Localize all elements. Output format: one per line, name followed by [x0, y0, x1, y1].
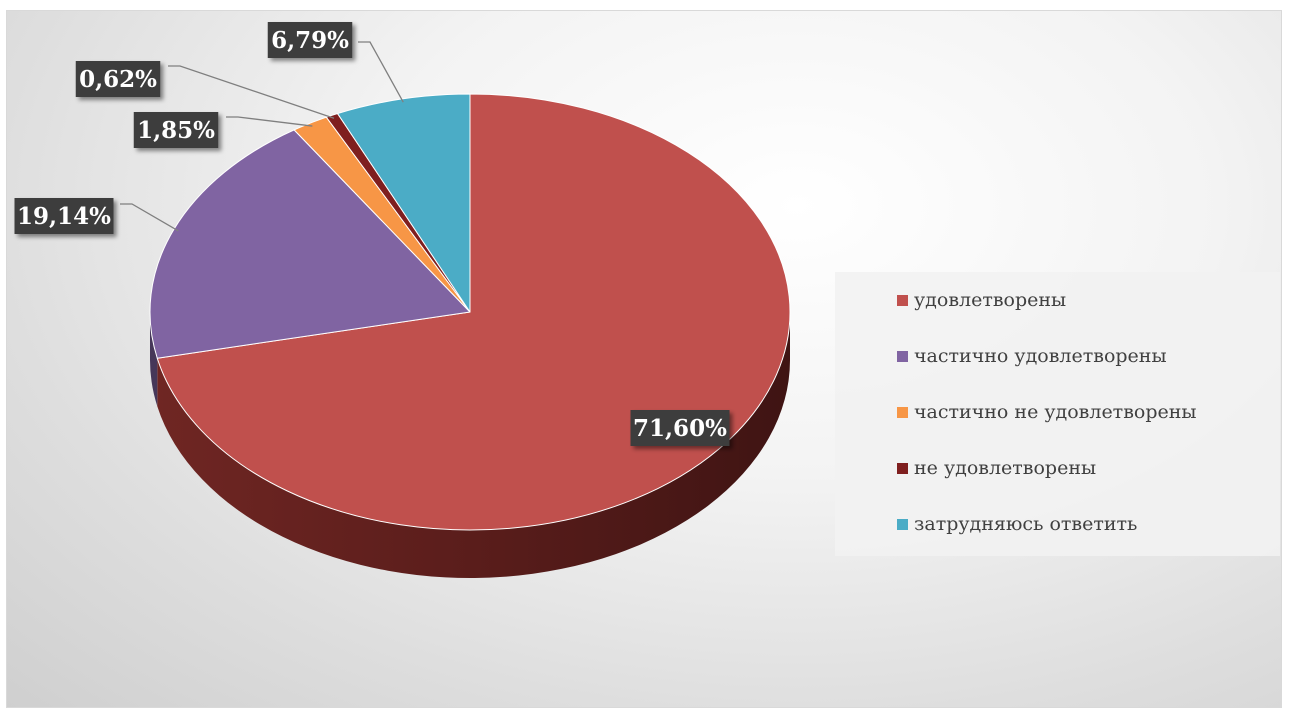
leader-line	[120, 203, 179, 232]
legend-item: частично не удовлетворены	[897, 401, 1197, 423]
data-label-box	[267, 22, 353, 58]
legend-label: не удовлетворены	[914, 457, 1097, 479]
legend-swatch	[897, 462, 908, 474]
leader-line	[226, 116, 313, 127]
legend-item: частично удовлетворены	[897, 345, 1167, 367]
legend-label: частично не удовлетворены	[914, 401, 1197, 423]
chart-legend: удовлетворены частично удовлетворены час…	[835, 272, 1280, 556]
data-label-text: 71,60%	[633, 415, 727, 442]
data-label: 71,60%	[630, 410, 730, 446]
data-label-box	[630, 410, 730, 446]
leader-line	[168, 65, 335, 119]
legend-label: затрудняюсь ответить	[914, 513, 1138, 535]
data-label-box	[133, 112, 219, 148]
legend-swatch	[897, 518, 908, 530]
data-label: 19,14%	[14, 198, 114, 234]
pie-slice-side	[157, 312, 791, 578]
data-label: 1,85%	[133, 112, 219, 148]
pie-slice-4	[337, 93, 471, 313]
data-label-text: 1,85%	[137, 117, 215, 144]
data-label-box	[14, 198, 114, 234]
legend-swatch	[897, 406, 908, 418]
legend-label: частично удовлетворены	[914, 345, 1167, 367]
data-label-text: 6,79%	[271, 27, 349, 54]
data-label: 6,79%	[267, 22, 353, 58]
legend-item: удовлетворены	[897, 289, 1066, 311]
data-label-box	[75, 61, 161, 97]
legend-swatch	[897, 294, 908, 306]
legend-item: не удовлетворены	[897, 457, 1096, 479]
data-label-text: 0,62%	[79, 66, 157, 93]
leader-line	[358, 41, 404, 103]
legend-swatch	[897, 350, 908, 362]
data-label-text: 19,14%	[17, 203, 111, 230]
legend-label: удовлетворены	[914, 289, 1067, 311]
pie-slice-1	[149, 129, 471, 359]
data-label: 0,62%	[75, 61, 161, 97]
legend-item: затрудняюсь ответить	[897, 513, 1137, 535]
